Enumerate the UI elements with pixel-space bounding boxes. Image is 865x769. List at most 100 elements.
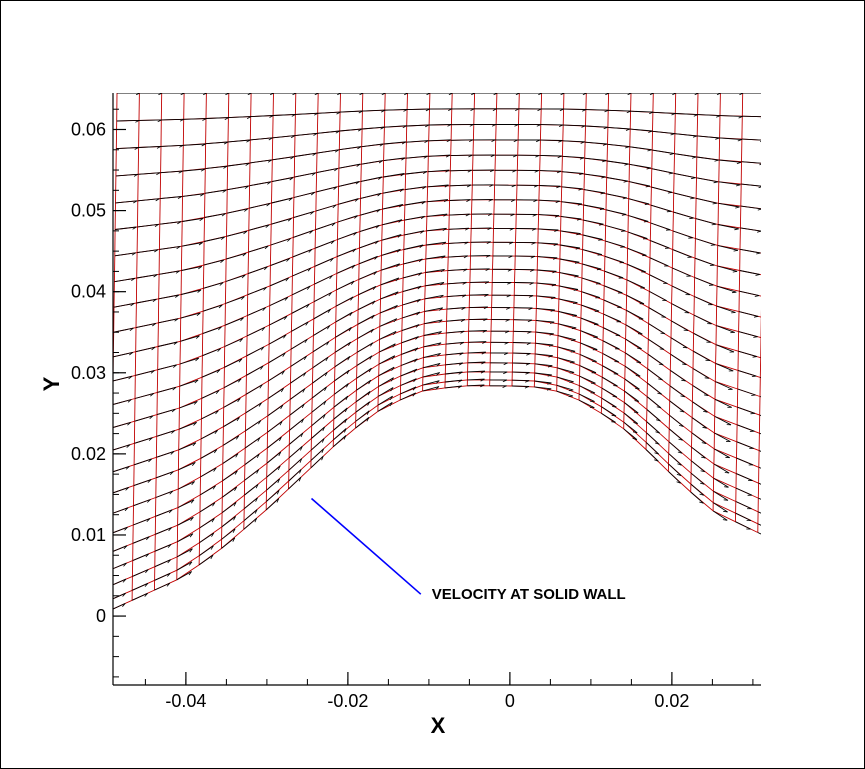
velocity-vector — [137, 249, 159, 254]
velocity-vector — [539, 170, 562, 172]
velocity-vector — [135, 370, 155, 376]
velocity-vector-head — [369, 355, 373, 360]
velocity-vector — [357, 314, 375, 325]
y-tick-label: 0.02 — [71, 444, 106, 464]
velocity-vector — [646, 409, 661, 422]
mesh-line — [623, 93, 632, 429]
velocity-vector — [181, 242, 203, 247]
velocity-vector — [713, 490, 729, 501]
velocity-vector-head — [595, 297, 600, 299]
velocity-vector — [694, 257, 715, 266]
velocity-vector — [559, 285, 579, 290]
velocity-vector-head — [213, 449, 218, 454]
velocity-vector-head — [350, 280, 355, 285]
velocity-vector-head — [623, 180, 628, 183]
velocity-vector-head — [438, 319, 443, 323]
velocity-vector — [113, 302, 135, 308]
velocity-vector — [535, 331, 554, 335]
velocity-vector-head — [692, 135, 698, 138]
velocity-vector-head — [508, 255, 513, 259]
velocity-vector-head — [180, 93, 185, 96]
velocity-vector-head — [599, 223, 604, 226]
velocity-vector — [670, 353, 687, 366]
velocity-vector-head — [466, 184, 472, 188]
velocity-vector-head — [530, 255, 536, 259]
velocity-vector — [358, 285, 377, 296]
velocity-vector-head — [547, 374, 552, 377]
velocity-vector — [271, 177, 294, 183]
velocity-vector — [765, 117, 788, 118]
velocity-vector — [625, 338, 642, 350]
velocity-vector-head — [577, 203, 583, 206]
velocity-vector — [582, 234, 603, 240]
velocity-vector-head — [680, 395, 685, 398]
velocity-vector — [581, 304, 600, 312]
velocity-vector-head — [439, 294, 444, 299]
velocity-vector-head — [556, 185, 561, 189]
velocity-vector-head — [514, 124, 519, 127]
velocity-vector-head — [460, 319, 466, 323]
velocity-vector-head — [580, 141, 585, 144]
velocity-vector — [605, 225, 626, 232]
velocity-vector-head — [463, 268, 468, 272]
velocity-vector-head — [723, 510, 728, 513]
velocity-vector-head — [672, 93, 677, 96]
velocity-vector — [288, 446, 303, 459]
velocity-vector — [225, 274, 246, 282]
velocity-vector — [333, 428, 347, 441]
velocity-vector — [113, 444, 131, 451]
velocity-vector-head — [531, 242, 536, 245]
velocity-vector-head — [611, 414, 617, 417]
velocity-vector-head — [197, 289, 202, 293]
velocity-vector — [672, 249, 692, 258]
velocity-vector — [176, 561, 193, 571]
velocity-vector — [400, 392, 416, 401]
velocity-vector-head — [458, 379, 463, 383]
velocity-vector-head — [557, 155, 562, 159]
velocity-vector-head — [549, 321, 555, 324]
velocity-vector — [579, 354, 597, 362]
velocity-vector — [668, 441, 683, 454]
velocity-vector — [652, 149, 674, 154]
velocity-vector — [311, 386, 327, 399]
velocity-vector — [222, 470, 238, 482]
velocity-vector — [380, 291, 399, 300]
velocity-vector-head — [634, 400, 639, 402]
velocity-vector — [360, 192, 382, 199]
velocity-vector-head — [174, 318, 179, 322]
velocity-vector — [450, 169, 472, 172]
velocity-vector — [248, 224, 270, 231]
velocity-vector-head — [347, 356, 351, 361]
velocity-vector-head — [693, 114, 699, 117]
velocity-vector-head — [188, 561, 193, 566]
velocity-vector — [158, 318, 179, 324]
velocity-vector-head — [308, 249, 313, 253]
velocity-vector-head — [660, 332, 665, 335]
velocity-vector — [223, 398, 241, 408]
velocity-vector-head — [233, 502, 237, 507]
velocity-vector-head — [399, 188, 404, 193]
velocity-vector — [314, 240, 335, 249]
velocity-vector — [227, 162, 250, 167]
mesh-line — [113, 281, 761, 428]
velocity-vector-head — [246, 116, 252, 119]
velocity-vector — [447, 268, 468, 272]
velocity-vector — [358, 271, 377, 280]
velocity-vector-head — [691, 156, 697, 159]
velocity-vector-head — [390, 377, 394, 382]
velocity-vector — [538, 199, 560, 202]
velocity-vector — [247, 286, 267, 296]
velocity-vector-head — [348, 341, 352, 347]
velocity-vector-head — [167, 544, 172, 548]
velocity-vector-head — [267, 181, 272, 185]
velocity-vector-head — [222, 189, 227, 193]
velocity-vector — [400, 378, 417, 386]
velocity-vector-head — [324, 372, 328, 377]
velocity-vector — [406, 140, 429, 143]
velocity-vector-head — [288, 197, 293, 202]
velocity-vector — [273, 113, 296, 116]
velocity-vector-head — [677, 451, 683, 454]
velocity-vector — [315, 222, 336, 231]
velocity-vector-head — [415, 336, 419, 340]
velocity-vector — [624, 365, 641, 377]
